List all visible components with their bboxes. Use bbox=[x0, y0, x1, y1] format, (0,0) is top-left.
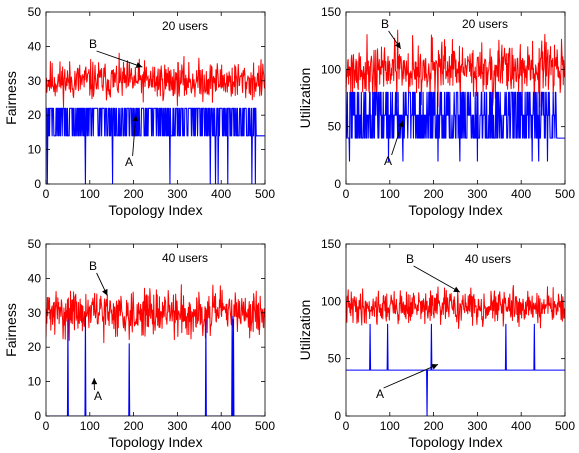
marker-label-a: A bbox=[94, 389, 102, 403]
x-axis-label: Topology Index bbox=[408, 202, 502, 218]
x-tick-label: 0 bbox=[43, 187, 50, 201]
y-tick-label: 0 bbox=[334, 409, 341, 423]
x-tick-label: 400 bbox=[511, 187, 531, 201]
x-axis-label: Topology Index bbox=[108, 202, 202, 218]
x-tick-label: 500 bbox=[555, 419, 575, 433]
x-tick-label: 500 bbox=[555, 187, 575, 201]
chart-panel-3: 0 100 200 300 400 500 0 10 20 30 40 50 Topology Inde… bbox=[3, 237, 275, 450]
marker-label-a: A bbox=[125, 155, 133, 169]
y-tick-label: 50 bbox=[328, 120, 342, 134]
marker-label-b: B bbox=[406, 252, 414, 266]
x-tick-label: 300 bbox=[167, 187, 187, 201]
y-tick-label: 150 bbox=[321, 237, 341, 251]
x-tick-label: 100 bbox=[380, 419, 400, 433]
y-axis-label: Fairness bbox=[3, 303, 19, 357]
x-tick-label: 400 bbox=[511, 419, 531, 433]
series-line-2 bbox=[346, 92, 565, 161]
marker-arrow-head bbox=[91, 378, 97, 384]
x-tick-label: 500 bbox=[255, 419, 275, 433]
series-line-2 bbox=[46, 108, 265, 184]
x-tick-label: 200 bbox=[424, 419, 444, 433]
x-tick-label: 0 bbox=[43, 419, 50, 433]
x-tick-label: 400 bbox=[211, 187, 231, 201]
y-axis-label: Utilization bbox=[297, 300, 313, 361]
y-tick-label: 0 bbox=[34, 409, 41, 423]
x-tick-label: 100 bbox=[80, 187, 100, 201]
y-tick-label: 20 bbox=[28, 108, 42, 122]
y-tick-label: 50 bbox=[328, 352, 342, 366]
marker-label-a: A bbox=[376, 387, 384, 401]
y-tick-label: 20 bbox=[28, 340, 42, 354]
users-annotation: 20 users bbox=[162, 19, 208, 33]
x-tick-label: 300 bbox=[467, 187, 487, 201]
x-axis-label: Topology Index bbox=[108, 434, 202, 450]
plot-area bbox=[46, 285, 265, 416]
marker-label-b: B bbox=[381, 17, 389, 31]
x-tick-label: 100 bbox=[80, 419, 100, 433]
y-tick-label: 10 bbox=[28, 375, 42, 389]
users-annotation: 40 users bbox=[162, 251, 208, 265]
marker-label-b: B bbox=[89, 259, 97, 273]
x-axis-label: Topology Index bbox=[408, 434, 502, 450]
x-tick-label: 200 bbox=[124, 187, 144, 201]
x-tick-label: 200 bbox=[424, 187, 444, 201]
users-annotation: 40 users bbox=[465, 252, 511, 266]
x-tick-label: 500 bbox=[255, 187, 275, 201]
plot-area bbox=[346, 30, 565, 161]
y-tick-label: 10 bbox=[28, 143, 42, 157]
marker-arrow-line bbox=[384, 364, 438, 388]
y-tick-label: 100 bbox=[321, 294, 341, 308]
y-tick-label: 100 bbox=[321, 62, 341, 76]
y-tick-label: 0 bbox=[34, 177, 41, 191]
x-tick-label: 0 bbox=[343, 419, 350, 433]
plot-area bbox=[46, 53, 265, 184]
y-tick-label: 0 bbox=[334, 177, 341, 191]
y-tick-label: 50 bbox=[28, 237, 42, 251]
y-tick-label: 150 bbox=[321, 5, 341, 19]
marker-label-b: B bbox=[89, 37, 97, 51]
series-line-2 bbox=[46, 316, 265, 416]
y-tick-label: 40 bbox=[28, 271, 42, 285]
y-axis-label: Utilization bbox=[297, 68, 313, 129]
series-line-1 bbox=[46, 53, 265, 107]
y-tick-label: 50 bbox=[28, 5, 42, 19]
x-tick-label: 300 bbox=[167, 419, 187, 433]
y-tick-label: 30 bbox=[28, 306, 42, 320]
series-line-2 bbox=[346, 324, 565, 416]
chart-panel-1: 0 100 200 300 400 500 0 10 20 30 40 50 Topology Inde… bbox=[3, 5, 275, 218]
x-tick-label: 400 bbox=[211, 419, 231, 433]
chart-panel-4: 0 100 200 300 400 500 0 50 100 150 Topology Index U… bbox=[297, 237, 575, 450]
plot-frame bbox=[46, 12, 265, 184]
marker-label-a: A bbox=[384, 154, 392, 168]
y-axis-label: Fairness bbox=[3, 71, 19, 125]
y-tick-label: 30 bbox=[28, 74, 42, 88]
x-tick-label: 300 bbox=[467, 419, 487, 433]
x-tick-label: 200 bbox=[124, 419, 144, 433]
marker-arrow-line bbox=[414, 266, 460, 292]
x-tick-label: 0 bbox=[343, 187, 350, 201]
users-annotation: 20 users bbox=[462, 17, 508, 31]
x-tick-label: 100 bbox=[380, 187, 400, 201]
chart-panel-2: 0 100 200 300 400 500 0 50 100 150 Topology Index U… bbox=[297, 5, 575, 218]
y-tick-label: 40 bbox=[28, 39, 42, 53]
